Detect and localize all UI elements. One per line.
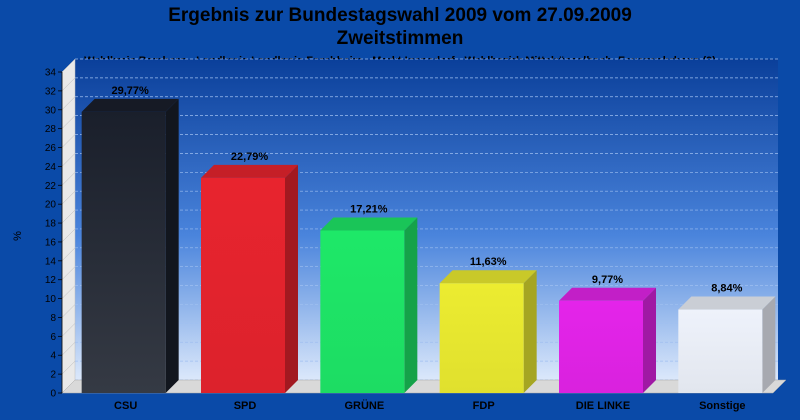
bar	[678, 309, 763, 393]
y-tick-label: 10	[45, 294, 57, 305]
x-tick-label: FDP	[473, 400, 495, 412]
bar-top	[201, 164, 298, 178]
x-tick-label: CSU	[114, 400, 137, 412]
y-tick-label: 16	[45, 237, 57, 248]
y-tick-label: 22	[45, 181, 57, 192]
gridline-wall	[61, 58, 76, 73]
y-tick-label: 12	[45, 275, 57, 286]
y-tick-label: 24	[45, 162, 57, 173]
data-label: 22,79%	[231, 151, 269, 163]
plot-background	[75, 59, 778, 380]
chart-title: Ergebnis zur Bundestagswahl 2009 vom 27.…	[168, 5, 632, 26]
chart-subtitle: Zweitstimmen	[336, 28, 464, 49]
y-tick-label: 26	[45, 143, 57, 154]
bar-top	[678, 296, 776, 310]
bar-top	[439, 270, 537, 284]
data-label: 17,21%	[350, 204, 388, 216]
bar	[320, 230, 405, 393]
gridline-wall	[61, 323, 76, 337]
bar-side	[285, 164, 298, 393]
bar-top	[81, 98, 179, 112]
y-tick-label: 18	[45, 219, 57, 230]
gridline-wall	[61, 172, 76, 186]
bar-side	[762, 296, 776, 393]
gridline-wall	[61, 134, 76, 148]
bar-side	[404, 217, 418, 393]
y-tick-label: 4	[50, 351, 56, 362]
bar-top	[559, 287, 656, 301]
gridline-wall	[61, 153, 76, 167]
bar	[81, 111, 166, 393]
gridline-wall	[61, 360, 76, 375]
y-tick-label: 30	[45, 105, 57, 116]
gridline-wall	[61, 96, 76, 110]
y-axis-label: %	[12, 231, 24, 241]
gridline-wall	[61, 247, 76, 262]
gridline-wall	[61, 285, 76, 299]
gridline-wall	[61, 77, 76, 92]
bar-top	[320, 217, 418, 231]
x-tick-label: Sonstige	[699, 400, 745, 412]
y-tick-label: 34	[45, 68, 57, 79]
gridline-wall	[61, 342, 76, 356]
y-tick-label: 20	[45, 200, 57, 211]
bar	[559, 300, 643, 393]
x-tick-label: SPD	[234, 400, 257, 412]
y-tick-label: 32	[45, 86, 57, 97]
bar-side	[165, 98, 179, 393]
y-tick-label: 6	[50, 332, 56, 343]
bar	[439, 283, 524, 393]
gridline-wall	[61, 266, 76, 280]
y-tick-label: 8	[50, 313, 56, 324]
gridline-wall	[61, 228, 76, 243]
gridline-wall	[61, 304, 76, 318]
plot-left-wall	[61, 58, 76, 394]
x-tick-label: GRÜNE	[344, 399, 384, 412]
y-tick-label: 2	[50, 370, 56, 381]
data-label: 8,84%	[711, 283, 742, 295]
bar-side	[643, 287, 656, 393]
gridline-wall	[61, 209, 76, 224]
gridline-wall	[61, 190, 76, 205]
y-tick-label: 28	[45, 124, 57, 135]
data-label: 11,63%	[470, 256, 507, 268]
y-tick-label: 14	[45, 256, 57, 267]
gridline-wall	[61, 115, 76, 129]
bar	[201, 177, 285, 393]
y-tick-label: 0	[50, 389, 56, 400]
data-label: 9,77%	[592, 274, 623, 286]
data-label: 29,77%	[112, 85, 150, 97]
bar-side	[523, 270, 537, 393]
x-tick-label: DIE LINKE	[576, 400, 630, 412]
